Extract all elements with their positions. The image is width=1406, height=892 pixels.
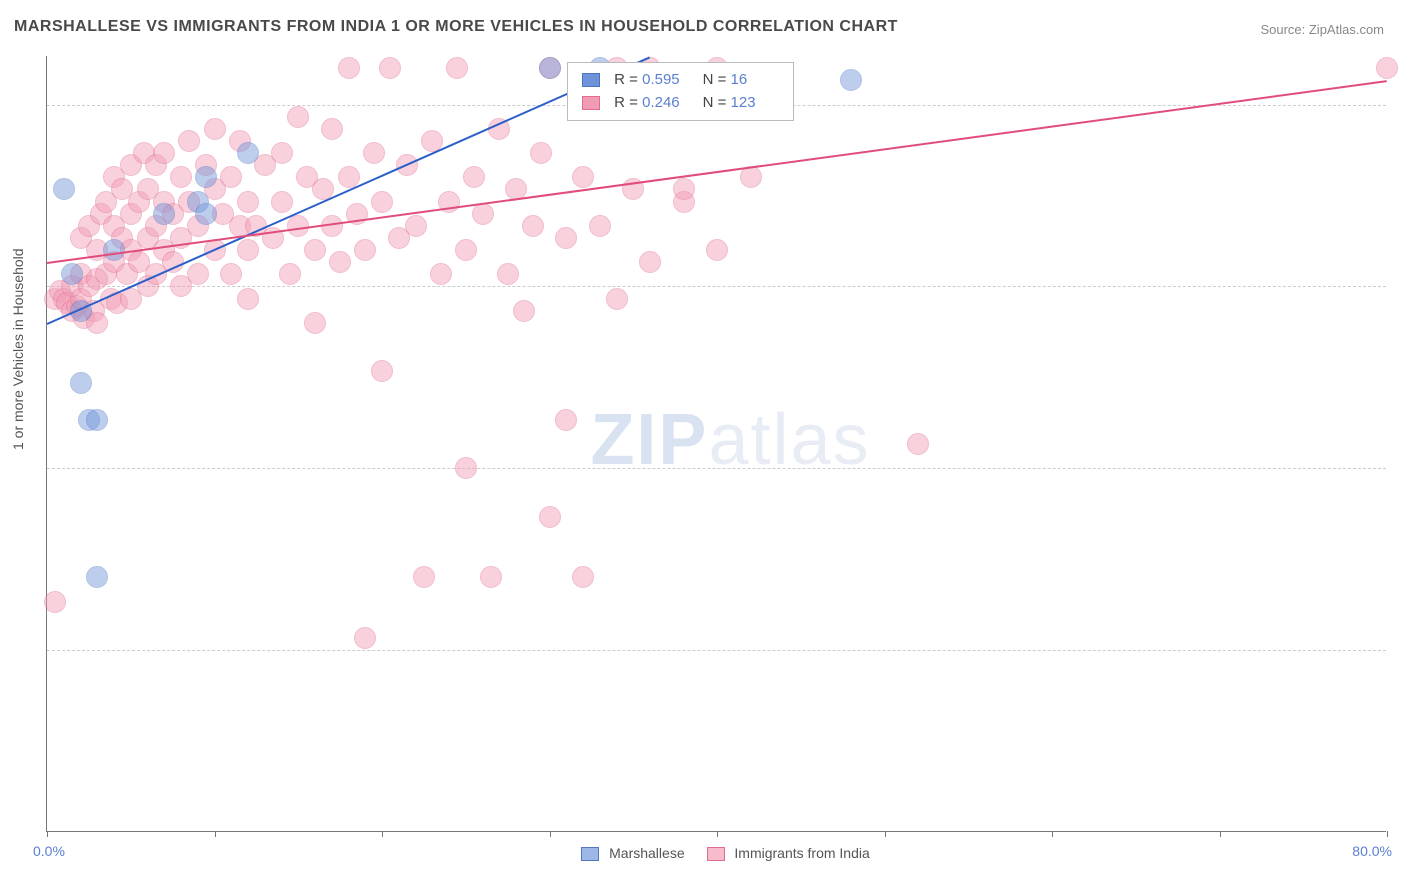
data-point: [840, 69, 862, 91]
data-point: [237, 239, 259, 261]
stats-n-1: 123: [731, 92, 779, 115]
data-point: [354, 627, 376, 649]
data-point: [639, 251, 661, 273]
y-axis-label: 1 or more Vehicles in Household: [10, 248, 26, 450]
data-point: [271, 142, 293, 164]
x-tick-mark: [550, 831, 551, 837]
data-point: [1376, 57, 1398, 79]
data-point: [237, 288, 259, 310]
source-label: Source: ZipAtlas.com: [1260, 22, 1384, 37]
stats-swatch-1: [582, 96, 600, 110]
legend-label-1: Immigrants from India: [734, 845, 869, 861]
data-point: [153, 142, 175, 164]
data-point: [539, 506, 561, 528]
data-point: [463, 166, 485, 188]
data-point: [606, 288, 628, 310]
data-point: [220, 166, 242, 188]
y-tick-label: 100.0%: [1394, 97, 1406, 113]
y-tick-label: 92.5%: [1394, 278, 1406, 294]
x-tick-mark: [885, 831, 886, 837]
data-point: [522, 215, 544, 237]
data-point: [497, 263, 519, 285]
data-point: [271, 191, 293, 213]
stats-legend-box: R = 0.595 N = 16 R = 0.246 N = 123: [567, 62, 794, 121]
legend-swatch-1: [707, 847, 725, 861]
data-point: [572, 166, 594, 188]
data-point: [530, 142, 552, 164]
data-point: [44, 591, 66, 613]
x-tick-mark: [382, 831, 383, 837]
data-point: [455, 457, 477, 479]
data-point: [539, 57, 561, 79]
data-point: [405, 215, 427, 237]
y-tick-label: 85.0%: [1394, 460, 1406, 476]
data-point: [61, 263, 83, 285]
data-point: [673, 178, 695, 200]
data-point: [86, 566, 108, 588]
data-point: [371, 360, 393, 382]
x-tick-mark: [1387, 831, 1388, 837]
data-point: [338, 57, 360, 79]
data-point: [907, 433, 929, 455]
data-point: [53, 178, 75, 200]
data-point: [304, 312, 326, 334]
plot-layer: 77.5%85.0%92.5%100.0%: [47, 56, 1386, 831]
data-point: [354, 239, 376, 261]
data-point: [706, 239, 728, 261]
data-point: [572, 566, 594, 588]
data-point: [321, 118, 343, 140]
stats-n-0: 16: [731, 69, 779, 92]
data-point: [513, 300, 535, 322]
legend-label-0: Marshallese: [609, 845, 684, 861]
gridline-h: [47, 650, 1386, 651]
data-point: [430, 263, 452, 285]
chart-area: 77.5%85.0%92.5%100.0% R = 0.595 N = 16 R…: [46, 56, 1386, 832]
data-point: [153, 203, 175, 225]
data-point: [555, 227, 577, 249]
data-point: [371, 191, 393, 213]
x-tick-mark: [1220, 831, 1221, 837]
data-point: [304, 239, 326, 261]
legend-swatch-0: [581, 847, 599, 861]
data-point: [178, 130, 200, 152]
data-point: [413, 566, 435, 588]
data-point: [70, 372, 92, 394]
stats-r-1: 0.246: [642, 92, 690, 115]
x-tick-mark: [1052, 831, 1053, 837]
x-tick-mark: [717, 831, 718, 837]
data-point: [363, 142, 385, 164]
x-tick-mark: [47, 831, 48, 837]
data-point: [329, 251, 351, 273]
x-tick-mark: [215, 831, 216, 837]
data-point: [480, 566, 502, 588]
data-point: [555, 409, 577, 431]
data-point: [379, 57, 401, 79]
y-tick-label: 77.5%: [1394, 642, 1406, 658]
bottom-legend: Marshallese Immigrants from India: [47, 845, 1386, 861]
data-point: [195, 166, 217, 188]
data-point: [589, 215, 611, 237]
gridline-h: [47, 468, 1386, 469]
chart-title: MARSHALLESE VS IMMIGRANTS FROM INDIA 1 O…: [14, 18, 898, 36]
data-point: [195, 203, 217, 225]
data-point: [446, 57, 468, 79]
stats-swatch-0: [582, 73, 600, 87]
data-point: [103, 239, 125, 261]
data-point: [204, 118, 226, 140]
stats-row-1: R = 0.246 N = 123: [582, 92, 779, 115]
stats-row-0: R = 0.595 N = 16: [582, 69, 779, 92]
data-point: [279, 263, 301, 285]
data-point: [455, 239, 477, 261]
data-point: [170, 166, 192, 188]
data-point: [287, 106, 309, 128]
stats-r-0: 0.595: [642, 69, 690, 92]
data-point: [237, 142, 259, 164]
data-point: [187, 263, 209, 285]
data-point: [220, 263, 242, 285]
data-point: [86, 409, 108, 431]
data-point: [237, 191, 259, 213]
